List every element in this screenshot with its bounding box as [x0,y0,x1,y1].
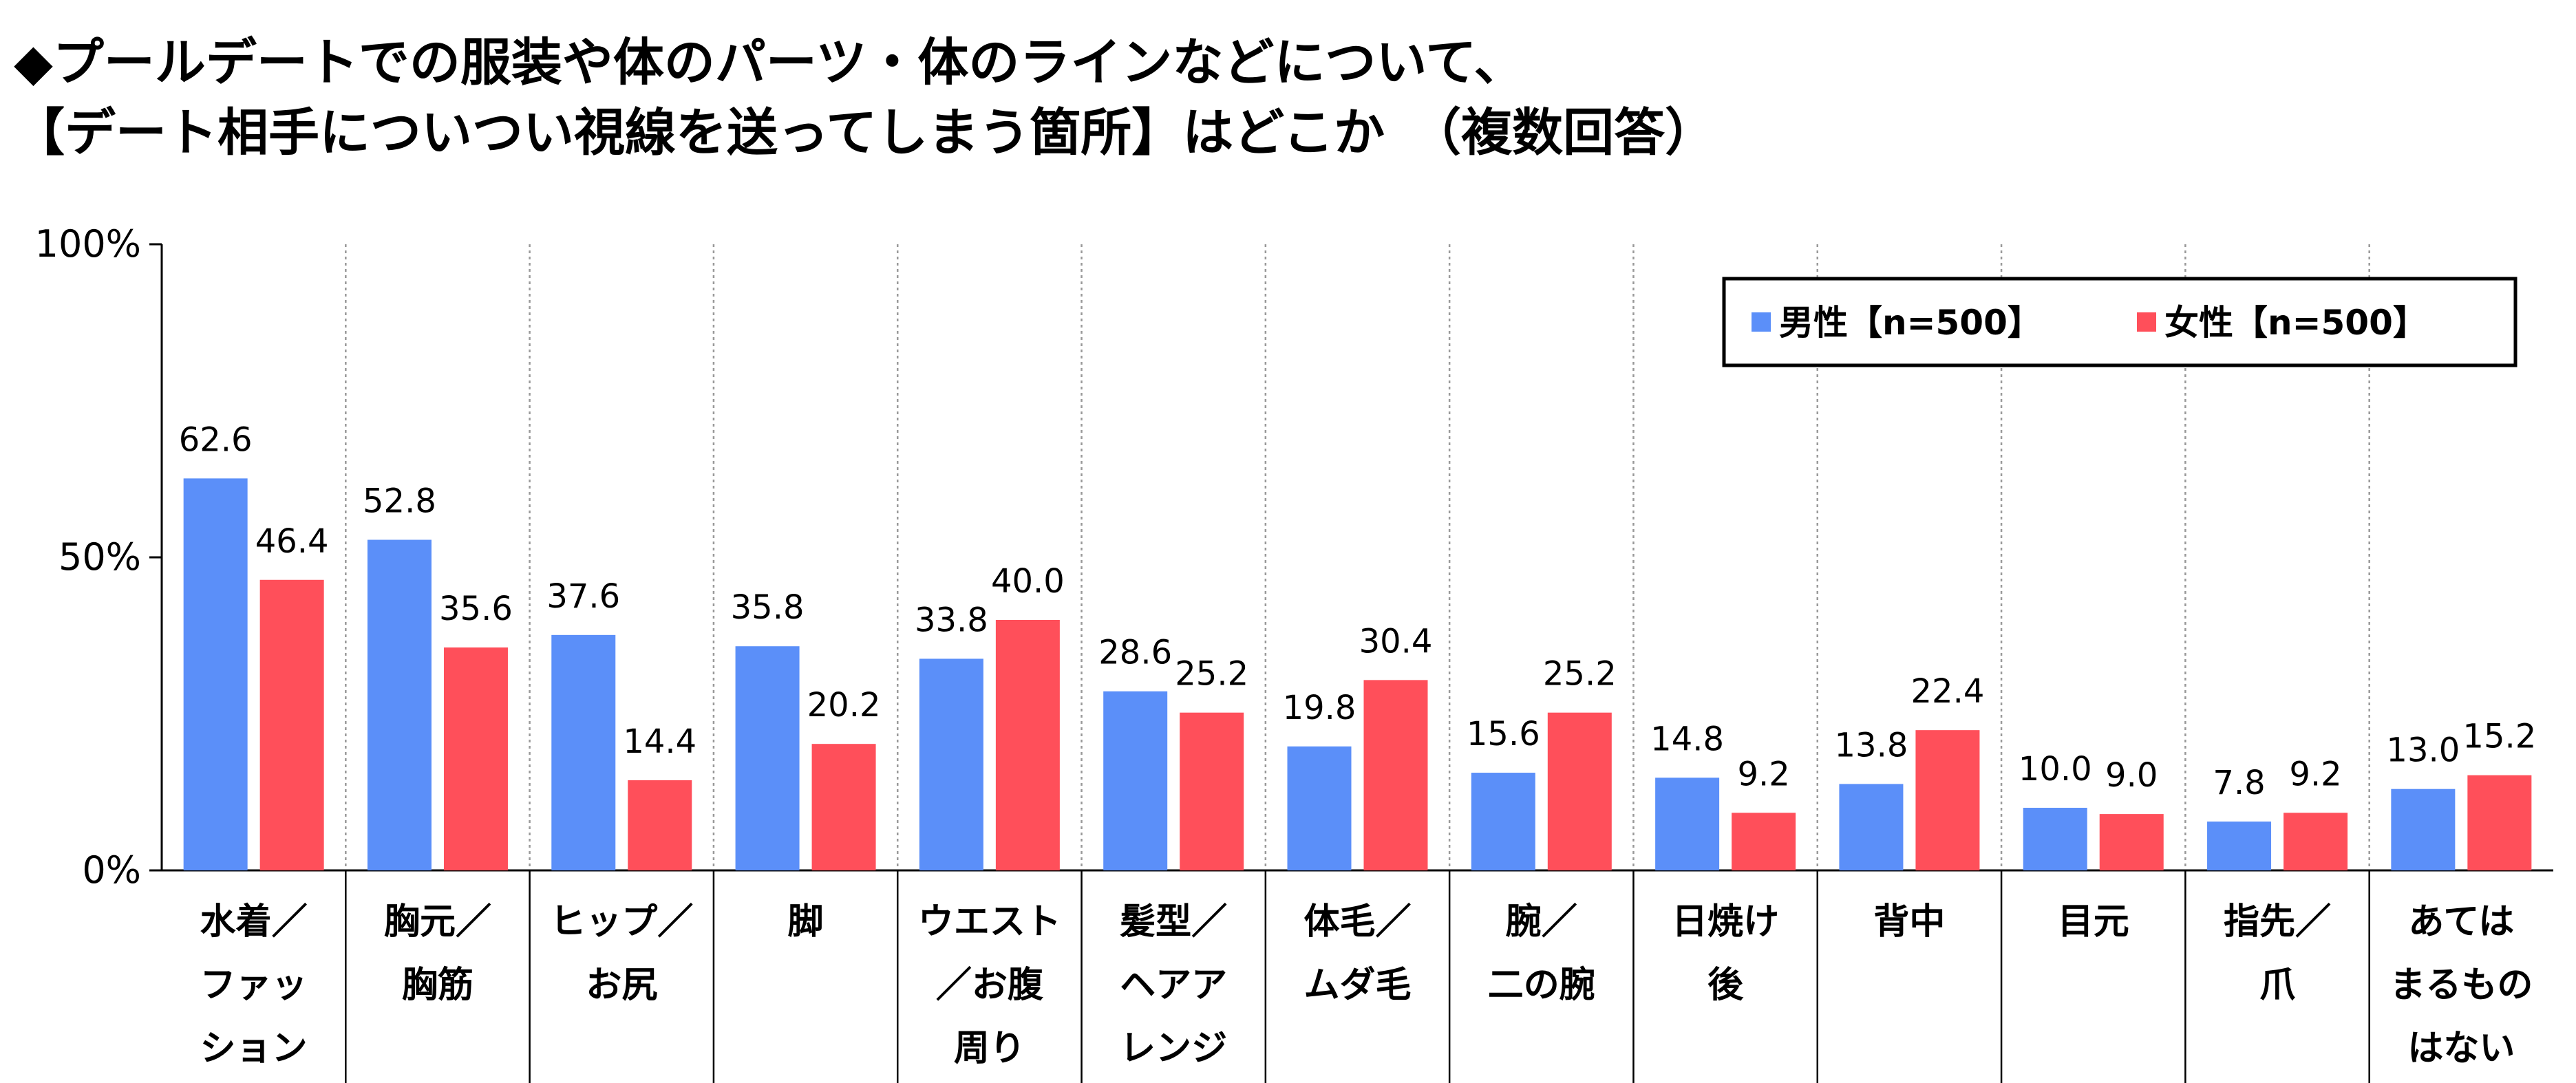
data-label-male: 10.0 [2019,750,2092,789]
category-label: 目元 [2058,901,2129,943]
data-label-female: 20.2 [807,686,881,725]
category-label: 髪型／ [1120,901,1227,943]
data-label-male: 37.6 [546,577,620,616]
bar-male [367,539,432,870]
y-tick-label: 100% [35,222,141,266]
y-tick-label: 0% [82,848,141,892]
category-label: 背中 [1873,901,1945,943]
legend-swatch [2137,312,2156,332]
legend-box [1722,277,2518,367]
bar-female [1915,730,1980,870]
bar-female [2099,814,2164,870]
data-label-female: 22.4 [1910,672,1984,711]
chart-title: ◆プールデートでの服装や体のパーツ・体のラインなどについて、 【デート相手につい… [14,28,1716,168]
data-label-male: 13.8 [1834,726,1908,764]
bar-male [183,478,248,870]
category-label: 二の腕 [1488,965,1595,1006]
category-label: 胸元／ [384,901,491,943]
data-label-female: 9.2 [1737,755,1789,793]
data-label-male: 14.8 [1650,720,1724,758]
bar-male [1287,746,1352,870]
bar-male [1655,778,1720,870]
data-label-female: 14.4 [623,722,696,761]
data-label-female: 9.2 [2289,755,2341,793]
category-label: 水着／ [200,901,308,943]
chart-title-line-2: 【デート相手についつい視線を送ってしまう箇所】はどこか （複数回答） [14,103,1716,162]
bar-female [259,579,324,870]
bar-male [2391,789,2456,870]
data-label-female: 35.6 [439,590,513,628]
category-label: 体毛／ [1303,901,1411,943]
category-label: 指先／ [2224,901,2331,943]
data-label-female: 25.2 [1543,655,1617,694]
bar-male [551,634,616,870]
category-label: 爪 [2259,965,2295,1006]
data-label-male: 19.8 [1283,689,1356,727]
category-label: 脚 [788,901,824,943]
category-label: 日焼け [1672,901,1779,943]
category-label: ／お腹 [936,965,1044,1006]
bar-female [628,780,692,870]
category-label: ヒップ／ [550,901,693,943]
data-label-male: 33.8 [915,601,988,639]
bar-male [735,646,800,870]
legend-label: 男性【n=500】 [1779,303,2042,343]
bar-male [1839,784,1904,870]
legend-swatch [1752,312,1771,332]
bar-female [1547,712,1612,870]
category-label: ウエスト [918,901,1061,943]
data-label-male: 28.6 [1098,634,1172,672]
category-label: はない [2407,1028,2515,1069]
data-label-female: 9.0 [2105,756,2158,795]
category-label: ファッ [200,965,308,1006]
bar-male [2023,808,2087,870]
category-label: ヘアア [1120,965,1227,1006]
bar-male [1471,773,1535,870]
data-label-female: 30.4 [1359,622,1433,661]
chart-title-line-1: ◆プールデートでの服装や体のパーツ・体のラインなどについて、 [14,33,1525,92]
category-label: あては [2408,901,2514,943]
bar-male [1103,691,1168,870]
bar-female [1180,712,1244,870]
bar-female [443,647,508,870]
data-label-female: 46.4 [255,522,329,561]
bar-female [1732,813,1796,870]
category-label: まるもの [2389,965,2533,1006]
bar-female [1363,680,1428,870]
legend-label: 女性【n=500】 [2164,303,2427,343]
data-label-female: 15.2 [2462,718,2536,756]
data-label-male: 13.0 [2386,731,2460,770]
data-label-male: 35.8 [731,588,805,627]
category-label: ション [200,1028,308,1069]
category-label: 胸筋 [402,965,473,1006]
bar-female [2467,775,2532,870]
bar-female [995,620,1060,870]
data-label-male: 15.6 [1467,715,1540,753]
category-label: レンジ [1120,1028,1227,1069]
bar-male [919,658,983,870]
data-label-female: 25.2 [1175,655,1248,694]
category-label: お尻 [586,965,657,1006]
bar-female [811,744,876,870]
data-label-male: 52.8 [363,482,436,521]
category-label: 周り [954,1028,1025,1069]
y-tick-label: 50% [58,535,141,579]
category-label: 腕／ [1506,901,1577,943]
data-label-male: 7.8 [2213,764,2265,802]
data-label-male: 62.6 [179,420,253,459]
category-label: 後 [1707,965,1744,1006]
category-label: ムダ毛 [1303,965,1411,1006]
data-label-female: 40.0 [991,562,1065,601]
bar-female [2284,813,2348,870]
bar-male [2207,822,2272,870]
